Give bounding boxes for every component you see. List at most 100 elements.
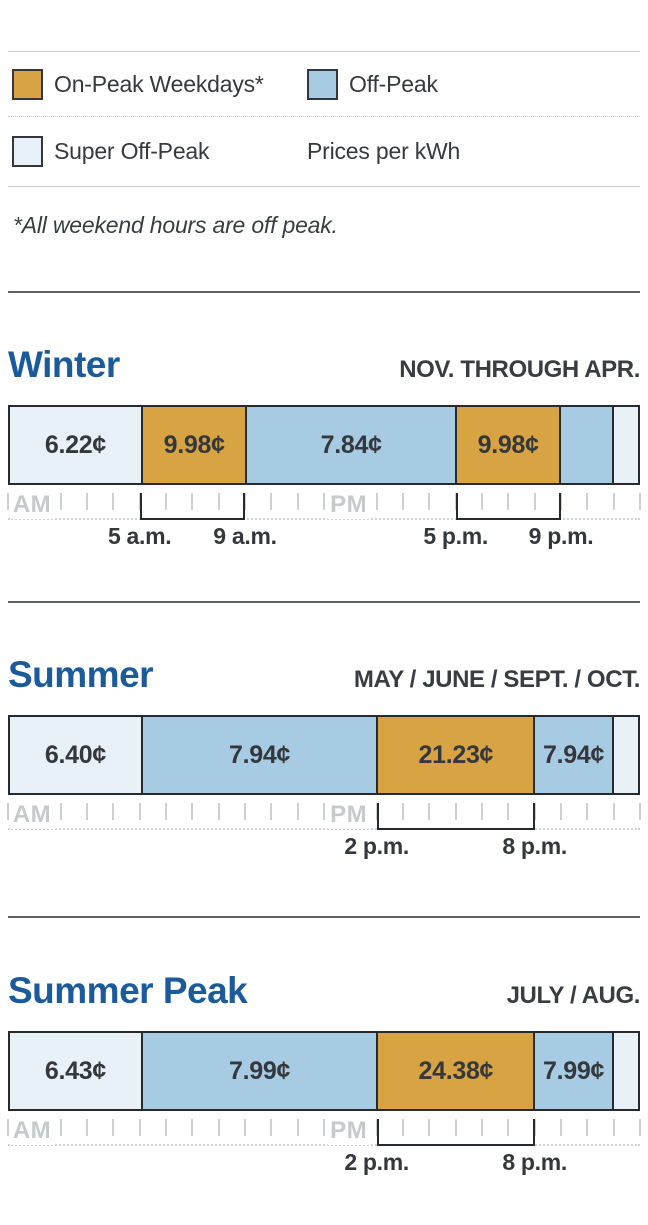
hour-tick (138, 803, 141, 820)
prices-per-kwh-note: Prices per kWh (307, 138, 461, 164)
hour-tick (270, 1119, 273, 1136)
price-segment-off_peak: 7.94¢ (533, 717, 612, 793)
hour-tick (323, 803, 325, 820)
hour-tick (402, 493, 404, 510)
price-segment-on_peak: 21.23¢ (376, 717, 534, 793)
am-label: AM (9, 491, 55, 519)
price-segment-super_off_peak: 6.43¢ (10, 1033, 141, 1109)
bracket-end-time: 9 p.m. (528, 523, 594, 549)
price-segment-on_peak: 9.98¢ (140, 407, 246, 483)
am-label: AM (9, 1117, 55, 1145)
hour-tick (586, 803, 589, 820)
hour-tick (112, 493, 115, 510)
price-segment-off_peak: 7.94¢ (140, 717, 377, 793)
hour-tick (86, 1119, 88, 1136)
hour-tick (296, 1119, 299, 1136)
price-value: 21.23¢ (418, 740, 494, 769)
section-divider-summer-peak (8, 916, 640, 918)
hour-tick (191, 1119, 194, 1136)
hour-tick (270, 803, 273, 820)
price-value: 9.98¢ (163, 430, 225, 459)
hour-tick (217, 803, 220, 820)
hour-tick (560, 803, 562, 820)
hour-tick (612, 1119, 615, 1136)
hour-tick (533, 803, 536, 820)
hour-tick (428, 493, 431, 510)
hour-tick (586, 1119, 589, 1136)
hour-tick (560, 493, 562, 510)
hour-tick (533, 493, 536, 510)
time-labels-summer-peak: 2 p.m. 8 p.m. (8, 1149, 640, 1175)
legend-note-col: Prices per kWh (307, 138, 640, 165)
bracket-end-time: 8 p.m. (502, 1149, 567, 1175)
legend-row-2: Super Off-Peak Prices per kWh (8, 117, 640, 186)
hour-tick (323, 493, 325, 510)
hour-tick (217, 493, 220, 510)
season-months-winter: NOV. THROUGH APR. (399, 356, 640, 383)
hour-tick (454, 1119, 457, 1136)
season-title-winter: Winter (8, 344, 120, 385)
hour-tick (270, 493, 273, 510)
price-segment-super_off_peak: 6.22¢ (10, 407, 141, 483)
hour-tick (428, 1119, 431, 1136)
super-off-peak-swatch (12, 136, 43, 167)
bracket-start-time: 5 p.m. (423, 523, 488, 549)
hour-tick (560, 1119, 562, 1136)
bracket-start-time: 2 p.m. (344, 833, 409, 859)
hour-tick (481, 803, 483, 820)
pm-label: PM (327, 1117, 371, 1145)
hour-ruler-winter: AM PM (7, 491, 641, 520)
super-off-peak-label: Super Off-Peak (54, 138, 210, 164)
hour-tick (138, 1119, 141, 1136)
hour-tick (586, 493, 589, 510)
hour-tick (244, 1119, 246, 1136)
season-months-summer-peak: JULY / AUG. (506, 982, 641, 1009)
hour-tick (507, 1119, 510, 1136)
legend-item-off-peak: Off-Peak (307, 68, 640, 100)
hour-tick (59, 803, 62, 820)
section-divider-winter (8, 291, 640, 293)
hour-tick (533, 1119, 536, 1136)
hour-ruler-summer: AM PM (7, 801, 641, 830)
hour-tick (244, 803, 246, 820)
legend-item-on-peak: On-Peak Weekdays* (12, 68, 307, 100)
off-peak-swatch (307, 68, 338, 100)
price-bar-summer: 6.40¢ 7.94¢ 21.23¢ 7.94¢ (8, 715, 640, 795)
price-value: 6.22¢ (44, 430, 106, 459)
hour-ruler-summer-peak: AM PM (7, 1117, 641, 1146)
legend-row-1: On-Peak Weekdays* Off-Peak (8, 52, 640, 116)
price-bar-summer-peak: 6.43¢ 7.99¢ 24.38¢ 7.99¢ (8, 1031, 640, 1111)
price-bar-winter: 6.22¢ 9.98¢ 7.84¢ 9.98¢ (8, 405, 640, 485)
price-value: 24.38¢ (418, 1056, 494, 1085)
price-segment-super_off_peak (611, 407, 638, 483)
hour-tick (481, 493, 483, 510)
hour-tick (112, 1119, 115, 1136)
price-value: 6.40¢ (44, 740, 106, 769)
weekend-footnote: *All weekend hours are off peak. (13, 212, 338, 238)
hour-tick (165, 1119, 167, 1136)
hour-tick (507, 493, 510, 510)
legend-bottom-rule (8, 186, 640, 187)
legend-middle-rule (8, 116, 640, 117)
season-header-winter: Winter NOV. THROUGH APR. (8, 345, 640, 385)
on-peak-label: On-Peak Weekdays* (54, 70, 264, 97)
pm-label: PM (327, 801, 371, 829)
hour-tick (507, 803, 510, 820)
hour-tick (612, 803, 615, 820)
price-segment-off_peak: 7.99¢ (140, 1033, 377, 1109)
price-value: 7.94¢ (543, 740, 605, 769)
hour-tick (86, 493, 88, 510)
hour-tick (112, 803, 115, 820)
hour-tick (7, 803, 9, 820)
hour-tick (165, 493, 167, 510)
time-labels-summer: 2 p.m. 8 p.m. (8, 833, 640, 859)
hour-tick (402, 1119, 404, 1136)
hour-tick (454, 803, 457, 820)
price-value: 7.84¢ (320, 430, 382, 459)
legend-top-rule (8, 51, 640, 52)
hour-tick (217, 1119, 220, 1136)
hour-tick (165, 803, 167, 820)
on-peak-bracket (376, 1119, 535, 1146)
legend-item-super-off-peak: Super Off-Peak (12, 136, 307, 167)
season-sections: Winter NOV. THROUGH APR. 6.22¢ 9.98¢ 7.84¢ 9.… (7, 291, 641, 1175)
